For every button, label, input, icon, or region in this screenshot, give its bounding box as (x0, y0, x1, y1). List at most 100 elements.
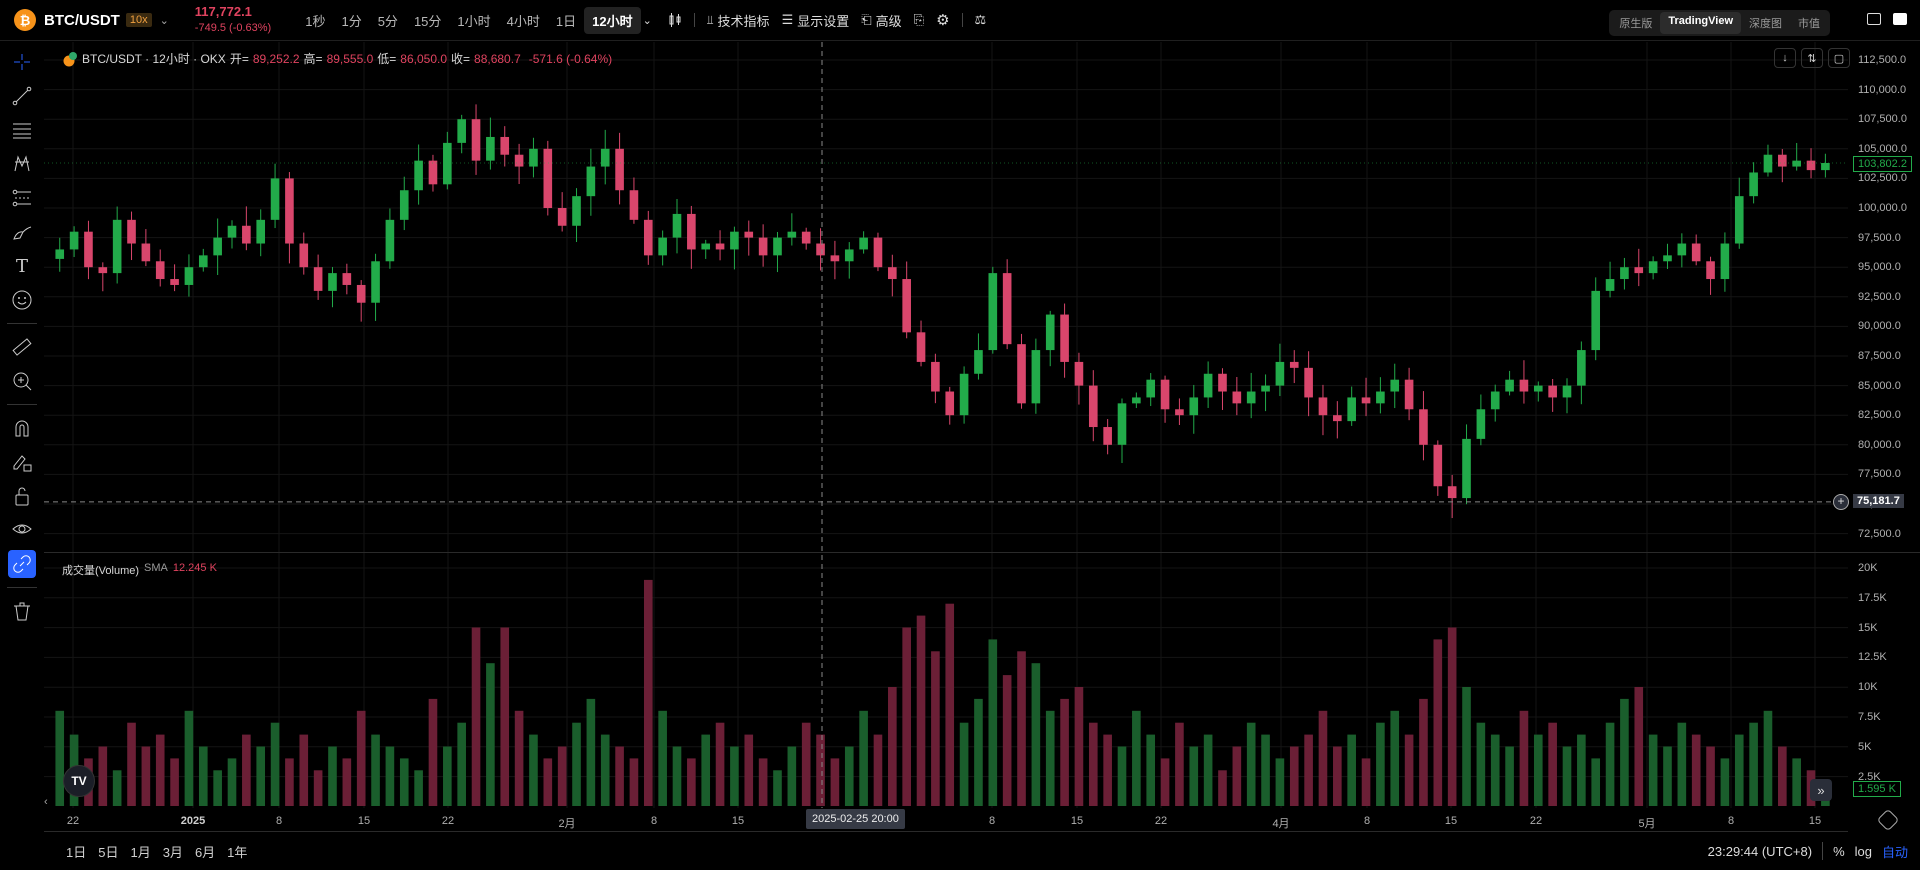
range-button[interactable]: 1年 (227, 844, 248, 860)
add-alert-icon[interactable]: + (1833, 494, 1849, 510)
time-tick: 4月 (1272, 818, 1290, 830)
range-button[interactable]: 5日 (98, 844, 119, 860)
range-button[interactable]: 3月 (162, 844, 183, 860)
price-tick: 80,000.0 (1858, 438, 1901, 451)
delete-drawings-tool[interactable] (8, 597, 36, 625)
gear-icon: ⚙ (936, 12, 950, 29)
text-tool[interactable]: T (8, 252, 36, 280)
price-tick: 87,500.0 (1858, 350, 1901, 362)
time-tick: 8 (1727, 815, 1735, 827)
view-mode-tab[interactable]: 市值 (1798, 18, 1820, 30)
zoom-tool[interactable] (8, 367, 36, 395)
pencil-lock-icon (13, 455, 32, 472)
view-mode-switch: 原生版 TradingView 深度图 市值 (1609, 10, 1830, 36)
indicators-button[interactable]: ⫫ 技术指标 (701, 7, 776, 34)
forecast-icon (12, 189, 31, 207)
forecast-tool[interactable] (8, 184, 36, 212)
candle-type-button[interactable] (662, 9, 688, 31)
emoji-tool[interactable] (8, 286, 36, 314)
zoom-in-icon (13, 372, 32, 391)
window-icon[interactable] (1867, 13, 1881, 25)
log-scale-toggle[interactable]: log (1854, 843, 1872, 859)
interval-tab[interactable]: 12小时 (584, 6, 641, 34)
price-axis[interactable]: 112,500.0 110,000.0 107,500.0 105,000.0 102,… (1848, 42, 1920, 822)
collapse-button[interactable]: ⇅ (1801, 48, 1823, 68)
scroll-left-icon[interactable]: ‹ (44, 796, 48, 808)
sync-drawings-tool[interactable] (8, 550, 36, 578)
tradingview-logo[interactable]: TV (63, 765, 95, 797)
pattern-tool[interactable] (8, 150, 36, 178)
time-tick: 15 (731, 815, 745, 827)
indicators-icon: ⫫ (706, 12, 714, 27)
price-tick: 100,000.0 (1858, 202, 1907, 214)
okx-bitcoin-icon (63, 51, 77, 66)
interval-tab[interactable]: 5分 (377, 13, 398, 29)
pane-divider[interactable] (44, 552, 1920, 553)
volume-tick: 7.5K (1858, 711, 1881, 723)
time-tick: 22 (66, 815, 80, 827)
chevron-down-icon[interactable]: ⌄ (159, 14, 169, 27)
unlock-icon (15, 487, 29, 506)
crosshair-price-tag: 75,181.7 (1853, 494, 1904, 508)
high-value: 89,555.0 (326, 51, 374, 66)
scroll-down-button[interactable]: ↓ (1774, 48, 1796, 68)
interval-tab[interactable]: 15分 (413, 13, 442, 29)
price-tick: 105,000.0 (1858, 142, 1907, 155)
range-button[interactable]: 6月 (194, 844, 216, 860)
trend-line-icon (12, 86, 32, 106)
scroll-to-realtime-button[interactable]: » (1810, 779, 1832, 801)
hide-drawings-tool[interactable] (8, 516, 36, 544)
display-settings-button[interactable]: ☰ 显示设置 (776, 7, 856, 34)
trend-line-tool[interactable] (8, 82, 36, 110)
price-tick: 102,500.0 (1858, 172, 1907, 185)
magnet-tool[interactable] (8, 414, 36, 442)
date-range-buttons: 1日 5日 1月 3月 6月 1年 (60, 842, 253, 861)
interval-more-chevron-icon[interactable]: ⌄ (642, 14, 652, 27)
fullscreen-icon[interactable] (1893, 13, 1907, 25)
current-price-tag: 103,802.2 (1853, 156, 1912, 172)
crosshair-tool[interactable] (8, 48, 36, 76)
percent-scale-toggle[interactable]: % (1833, 843, 1845, 859)
symbol-selector[interactable]: ₿ BTC/USDT 10x ⌄ (0, 9, 169, 31)
interval-tab[interactable]: 1分 (341, 13, 362, 29)
price-chart[interactable] (44, 42, 1848, 812)
time-tick: 22 (441, 815, 455, 827)
snapshot-button[interactable]: ⎘ (908, 8, 930, 32)
view-mode-tab[interactable]: 原生版 (1619, 18, 1653, 30)
bottom-toolbar: 1日 5日 1月 3月 6月 1年 23:29:44 (UTC+8) % log 自动 (0, 832, 1920, 870)
brush-icon (13, 226, 32, 240)
compare-button[interactable]: ⚖ (969, 8, 993, 32)
price-tick: 92,500.0 (1858, 290, 1901, 303)
snapshot-icon: ⎘ (913, 12, 925, 27)
indicators-label: 技术指标 (717, 13, 770, 29)
double-chevron-right-icon: » (1817, 782, 1825, 798)
view-mode-tab[interactable]: TradingView (1660, 12, 1741, 34)
time-tick: 2025 (180, 815, 206, 827)
auto-scale-toggle[interactable]: 自动 (1881, 844, 1908, 860)
view-mode-tab[interactable]: 深度图 (1749, 18, 1782, 30)
price-tick: 77,500.0 (1858, 468, 1901, 481)
maximize-pane-button[interactable]: ▢ (1828, 48, 1850, 68)
interval-tab[interactable]: 1秒 (305, 13, 326, 29)
brush-tool[interactable] (8, 218, 36, 246)
fib-tool[interactable] (8, 116, 36, 144)
crosshair-icon (14, 54, 30, 70)
measure-tool[interactable] (8, 333, 36, 361)
range-button[interactable]: 1月 (130, 844, 151, 860)
time-axis[interactable]: 22 2025 8 15 22 2月 8 15 8 15 22 4月 8 15 22 5月 8 15 (44, 808, 1848, 832)
interval-tab[interactable]: 1日 (555, 13, 577, 29)
time-tick: 8 (650, 815, 658, 827)
volume-label: 成交量(Volume) (62, 565, 140, 577)
range-button[interactable]: 1日 (66, 844, 87, 860)
interval-tab[interactable]: 4小时 (506, 13, 540, 29)
divider (1822, 842, 1824, 860)
close-label: 收= (451, 52, 471, 66)
lock-drawings-tool[interactable] (8, 448, 36, 476)
settings-button[interactable]: ⚙ (930, 7, 955, 33)
clock: 23:29:44 (UTC+8) (1707, 843, 1813, 859)
advanced-button[interactable]: ⎗ 高级 (855, 7, 907, 34)
lock-tool[interactable] (8, 482, 36, 510)
interval-tab[interactable]: 1小时 (457, 13, 491, 29)
divider (7, 404, 37, 405)
divider (7, 587, 37, 588)
